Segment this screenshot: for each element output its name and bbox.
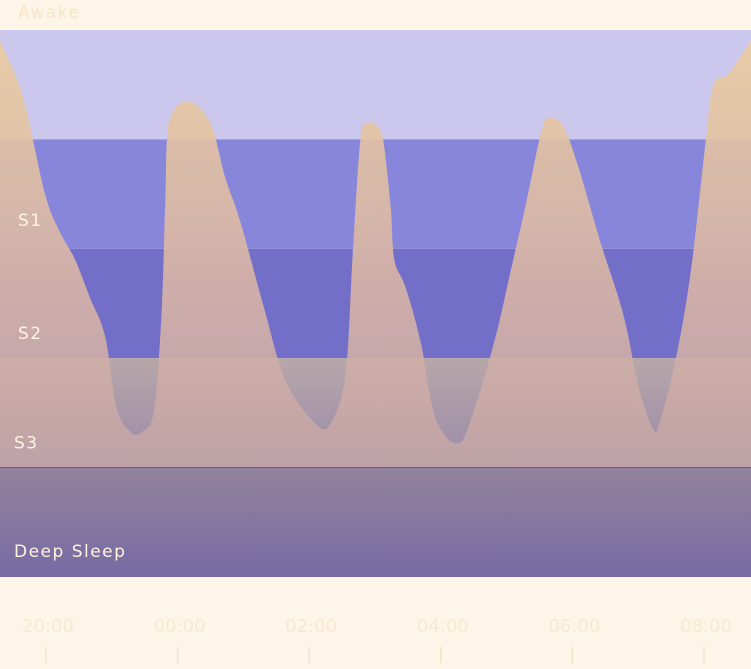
x-tick-label: 00:00 xyxy=(154,616,206,637)
x-tick-label: 06:00 xyxy=(548,616,600,637)
x-tick-label: 08:00 xyxy=(680,616,732,637)
sleep-area xyxy=(0,40,751,577)
deep-sleep-overlay xyxy=(0,467,751,577)
sleep-area-layer xyxy=(0,40,751,577)
x-axis: 20:00 00:00 02:00 04:00 06:00 08:00 xyxy=(22,616,732,663)
stage-labels: Awake S1 S2 S3 Deep Sleep xyxy=(14,3,126,562)
x-tick-label: 02:00 xyxy=(285,616,337,637)
stage-band-awake xyxy=(0,30,751,140)
stage-label-deep-sleep: Deep Sleep xyxy=(14,542,126,562)
stage-label-s3: S3 xyxy=(14,434,39,454)
stage-label-awake: Awake xyxy=(18,3,80,23)
stage-label-s2: S2 xyxy=(18,324,43,344)
x-tick-label: 04:00 xyxy=(417,616,469,637)
stage-label-s1: S1 xyxy=(18,211,43,231)
x-tick-label: 20:00 xyxy=(22,616,74,637)
